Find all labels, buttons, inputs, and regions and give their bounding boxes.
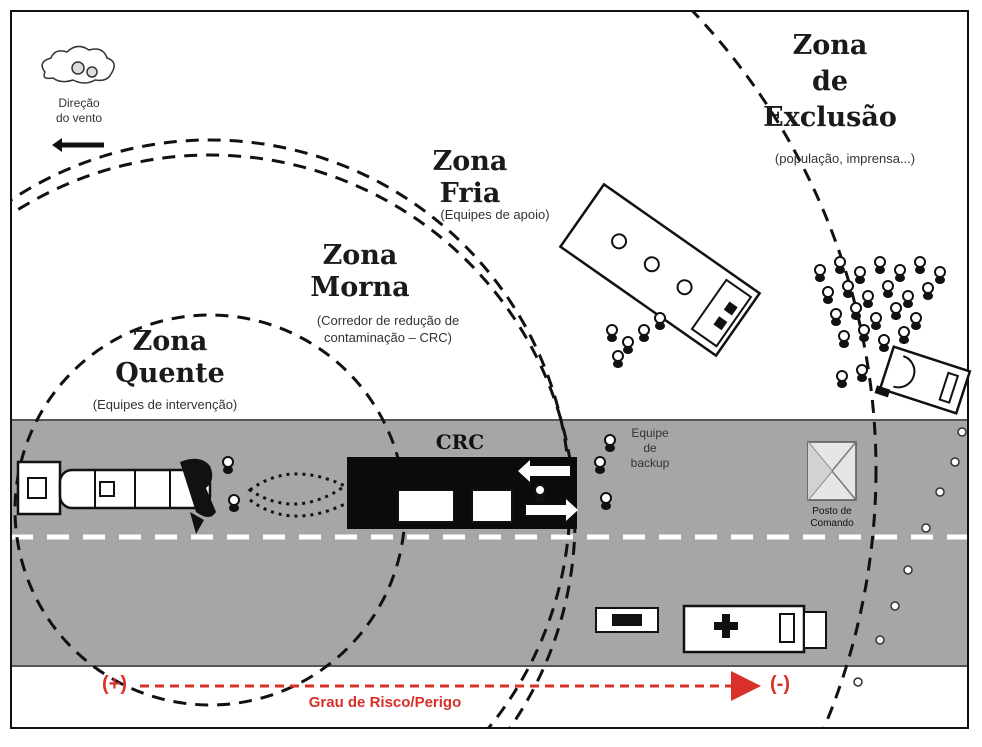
command-post-label: Posto de Comando xyxy=(810,506,854,529)
person-figure xyxy=(638,324,650,342)
command-post-icon xyxy=(807,441,857,501)
exclusion-zone-subtitle: (população, imprensa...) xyxy=(774,151,916,166)
backup-team-label: Equipe de backup xyxy=(630,426,670,470)
bystander-marker xyxy=(875,635,885,645)
person-figure xyxy=(890,302,902,320)
hot-zone-subtitle: (Equipes de intervenção) xyxy=(92,397,238,412)
cold-zone-subtitle: (Equipes de apoio) xyxy=(440,207,550,222)
bystander-marker xyxy=(950,457,960,467)
bystander-marker xyxy=(935,487,945,497)
risk-minus-label: (-) xyxy=(770,673,790,695)
bystander-marker xyxy=(853,677,863,687)
person-figure xyxy=(228,494,240,512)
risk-scale-label: Grau de Risco/Perigo xyxy=(308,694,462,711)
person-figure xyxy=(594,456,606,474)
cold-zone-title: Zona Fria xyxy=(432,146,508,209)
spill-trail xyxy=(247,472,349,518)
crc-arrow-right xyxy=(526,499,578,521)
warm-zone-subtitle: (Corredor de redução de contaminação – C… xyxy=(316,313,460,345)
person-figure xyxy=(604,434,616,452)
person-figure xyxy=(874,256,886,274)
person-figure xyxy=(612,350,624,368)
person-figure xyxy=(606,324,618,342)
exclusion-zone-boundary xyxy=(690,11,878,728)
person-figure xyxy=(822,286,834,304)
person-figure xyxy=(850,302,862,320)
person-figure xyxy=(814,264,826,282)
exclusion-zone-title: Zona de Exclusão xyxy=(763,30,897,133)
person-figure xyxy=(898,326,910,344)
person-figure xyxy=(910,312,922,330)
warm-zone-title: Zona Morna xyxy=(310,240,410,303)
person-figure xyxy=(834,256,846,274)
person-figure xyxy=(222,456,234,474)
police-car xyxy=(874,345,972,415)
person-figure xyxy=(830,308,842,326)
person-figure xyxy=(534,484,546,502)
person-figure xyxy=(836,370,848,388)
wind-direction-label: Direção do vento xyxy=(55,96,103,125)
person-figure xyxy=(870,312,882,330)
bystander-marker xyxy=(903,565,913,575)
tanker-truck xyxy=(16,458,216,534)
person-figure xyxy=(862,290,874,308)
person-figure xyxy=(894,264,906,282)
person-figure xyxy=(914,256,926,274)
risk-plus-label: (+) xyxy=(102,673,127,695)
crc-label: CRC xyxy=(435,430,485,454)
hot-zone-title: Zona Quente xyxy=(115,326,225,389)
crc-arrow-left xyxy=(518,460,570,482)
crc-station-1 xyxy=(397,489,455,523)
ambulance xyxy=(682,604,827,654)
small-car xyxy=(595,607,659,633)
person-figure xyxy=(842,280,854,298)
person-figure xyxy=(622,336,634,354)
person-figure xyxy=(882,280,894,298)
bystander-marker xyxy=(921,523,931,533)
people-group xyxy=(222,256,967,687)
support-bus xyxy=(558,182,762,358)
person-figure xyxy=(922,282,934,300)
person-figure xyxy=(600,492,612,510)
person-figure xyxy=(854,266,866,284)
person-figure xyxy=(856,364,868,382)
person-figure xyxy=(902,290,914,308)
cloud-wind-icon xyxy=(41,45,115,84)
crc-station-2 xyxy=(471,489,513,523)
person-figure xyxy=(838,330,850,348)
bystander-marker xyxy=(957,427,967,437)
person-figure xyxy=(858,324,870,342)
person-figure xyxy=(654,312,666,330)
diagram-frame xyxy=(10,10,969,729)
person-figure xyxy=(934,266,946,284)
person-figure xyxy=(878,334,890,352)
wind-arrow-head xyxy=(52,138,62,152)
bystander-marker xyxy=(890,601,900,611)
